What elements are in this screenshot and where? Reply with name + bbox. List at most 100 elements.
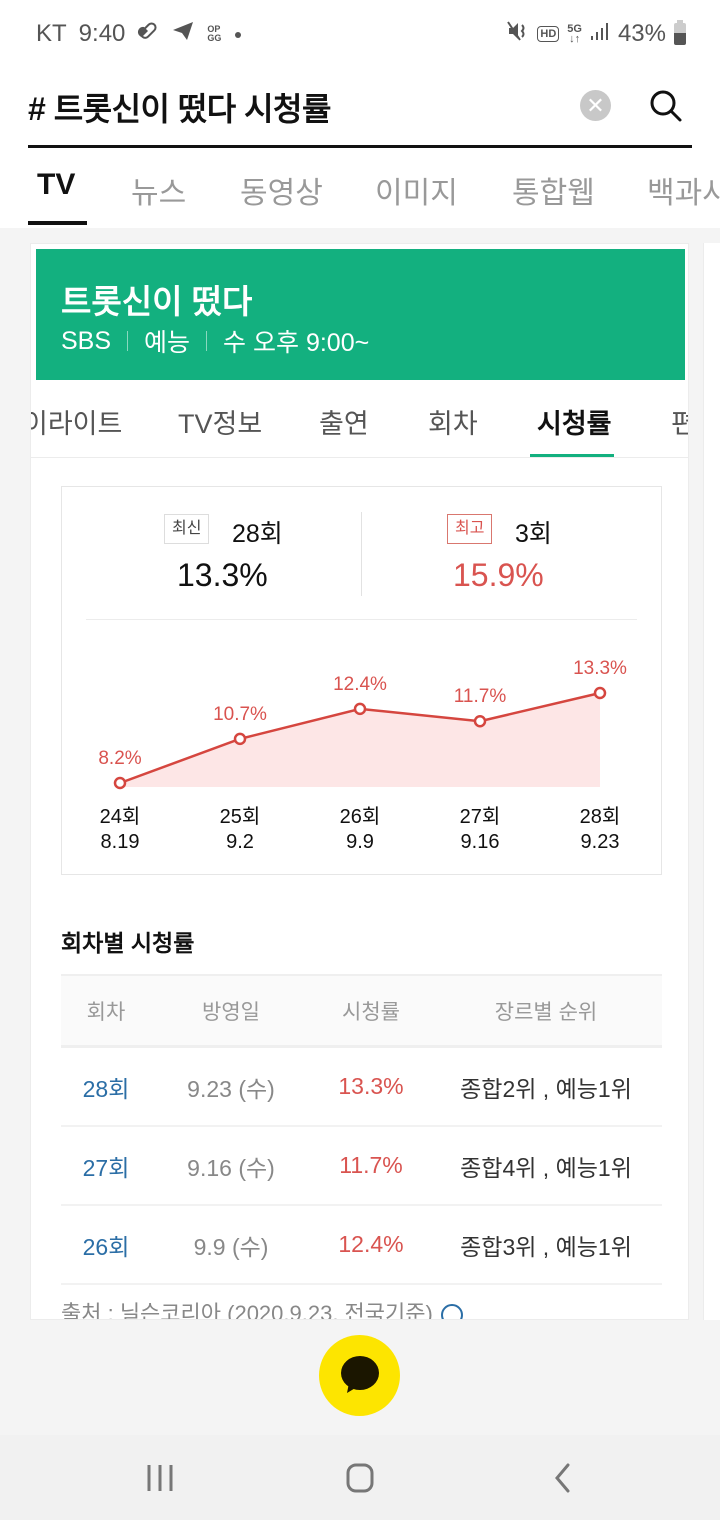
battery-percent: 43% [617, 20, 666, 47]
subtab-highlight[interactable]: 이라이트 [31, 409, 123, 439]
data-point [593, 686, 607, 700]
tab-tv[interactable]: TV [37, 168, 76, 201]
genre-rank: 종합2위 , 예능1위 [460, 1075, 632, 1102]
subtab-cast[interactable]: 출연 [319, 409, 369, 439]
tab-encyclopedia[interactable]: 백과사 [647, 177, 720, 210]
battery-icon [674, 20, 686, 45]
x-axis-label: 27회 9.16 [459, 806, 501, 853]
air-date: 9.16 (수) [187, 1154, 275, 1181]
header-episode: 회차 [86, 1000, 126, 1024]
signal-icon [590, 21, 610, 47]
subtab-tvinfo[interactable]: TV정보 [178, 409, 263, 439]
search-button[interactable] [646, 86, 686, 126]
show-meta: SBS 예능 수 오후 9:00~ [61, 323, 369, 359]
show-title[interactable]: 트롯신이 떴다 [61, 283, 253, 320]
hd-voice-icon: HD [537, 26, 560, 42]
x-axis-label: 25회 9.2 [219, 806, 261, 853]
data-point [233, 732, 247, 746]
header-date: 방영일 [202, 1000, 260, 1024]
status-bar: KT 9:40 OP GG HD 5G ↓↑ 43% [0, 0, 720, 70]
data-label: 13.3% [573, 658, 627, 679]
episode-link[interactable]: 27회 [82, 1154, 130, 1181]
latest-episode: 28회 [232, 520, 283, 548]
table-row: 27회 9.16 (수) 11.7% 종합4위 , 예능1위 [61, 1127, 662, 1206]
genre-rank: 종합3위 , 예능1위 [460, 1233, 632, 1260]
subtab-indicator [530, 454, 614, 457]
next-card-peek[interactable] [703, 243, 720, 1320]
recent-apps-button[interactable] [140, 1460, 180, 1496]
home-button[interactable] [340, 1460, 380, 1496]
mute-icon [507, 20, 529, 48]
header-rank: 장르별 순위 [494, 1000, 598, 1024]
ratings-table: 회차 방영일 시청률 장르별 순위 28회 9.23 (수) 13.3% 종합2… [61, 974, 662, 1285]
x-axis-label: 26회 9.9 [339, 806, 381, 853]
genre-rank: 종합4위 , 예능1위 [460, 1154, 632, 1181]
tv-info-card: 트롯신이 떴다 SBS 예능 수 오후 9:00~ 이라이트 TV정보 출연 회… [30, 243, 689, 1320]
search-tabs: TV 뉴스 동영상 이미지 통합웹 백과사 [0, 148, 720, 228]
meta-separator [127, 331, 129, 351]
table-title: 회차별 시청률 [61, 930, 195, 956]
data-point [113, 776, 127, 790]
x-axis-label: 24회 8.19 [99, 806, 141, 853]
show-header: 트롯신이 떴다 SBS 예능 수 오후 9:00~ [36, 249, 685, 380]
table-row: 26회 9.9 (수) 12.4% 종합3위 , 예능1위 [61, 1206, 662, 1285]
tab-news[interactable]: 뉴스 [131, 177, 187, 210]
kakao-talk-icon [341, 1356, 379, 1393]
show-schedule: 수 오후 9:00~ [223, 329, 370, 357]
rating-value: 13.3% [338, 1073, 404, 1099]
chart-area [120, 693, 600, 787]
latest-value: 13.3% [177, 557, 268, 593]
opgg-icon: OP GG [207, 24, 222, 43]
search-bar: # 트롯신이 떴다 시청률 ✕ [0, 70, 720, 150]
latest-rating: 최신 28회 13.3% [62, 487, 362, 617]
summary-divider [361, 512, 362, 596]
tab-web[interactable]: 통합웹 [512, 177, 595, 210]
system-nav-bar [0, 1435, 720, 1520]
summary-separator [86, 619, 637, 620]
header-rating: 시청률 [342, 1000, 400, 1024]
tab-indicator [28, 221, 87, 225]
best-rating: 최고 3회 15.9% [362, 487, 662, 617]
table-row: 28회 9.23 (수) 13.3% 종합2위 , 예능1위 [61, 1048, 662, 1127]
data-point [473, 714, 487, 728]
kakao-share-button[interactable] [319, 1335, 400, 1416]
5g-icon: 5G ↓↑ [567, 23, 582, 45]
subtab-episodes[interactable]: 회차 [428, 409, 478, 439]
back-icon [555, 1463, 570, 1493]
clock: 9:40 [78, 20, 126, 47]
episode-link[interactable]: 28회 [82, 1075, 130, 1102]
table-header: 회차 방영일 시청률 장르별 순위 [61, 974, 662, 1048]
info-icon[interactable] [440, 1304, 463, 1319]
source-text: 출처 : 닐슨코리아 (2020.9.23, 전국기준) [61, 1301, 433, 1320]
subtab-ratings[interactable]: 시청률 [537, 409, 612, 439]
clear-icon: ✕ [586, 93, 605, 118]
back-button[interactable] [543, 1460, 583, 1496]
show-genre: 예능 [144, 329, 191, 357]
x-axis-label: 28회 9.23 [579, 806, 621, 853]
tab-image[interactable]: 이미지 [375, 177, 458, 210]
data-label: 12.4% [333, 674, 387, 695]
search-underline [28, 145, 692, 148]
air-date: 9.9 (수) [193, 1233, 269, 1260]
ratings-line-chart: 8.2% 10.7% 12.4% 11.7% 13.3% [98, 658, 627, 790]
pill-icon [137, 20, 159, 48]
rating-value: 11.7% [339, 1152, 403, 1178]
data-point [353, 702, 367, 716]
dot-icon [233, 23, 243, 46]
meta-separator [206, 331, 208, 351]
data-label: 10.7% [213, 704, 267, 725]
search-input[interactable]: # 트롯신이 떴다 시청률 [28, 91, 331, 127]
tab-video[interactable]: 동영상 [240, 177, 323, 210]
data-label: 11.7% [454, 686, 507, 707]
sub-tabs: 이라이트 TV정보 출연 회차 시청률 편 [31, 380, 688, 458]
search-icon [650, 90, 682, 122]
best-value: 15.9% [453, 557, 544, 593]
data-label: 8.2% [98, 748, 141, 769]
clear-button[interactable]: ✕ [580, 90, 611, 121]
ratings-summary: 최신 28회 13.3% 최고 3회 15.9% 8.2% 10.7% 12.4% 1… [61, 486, 662, 875]
episode-link[interactable]: 26회 [82, 1233, 130, 1260]
subtab-more[interactable]: 편 [671, 402, 688, 441]
home-icon [346, 1463, 374, 1493]
telegram-icon [171, 20, 195, 48]
show-channel: SBS [61, 326, 112, 355]
